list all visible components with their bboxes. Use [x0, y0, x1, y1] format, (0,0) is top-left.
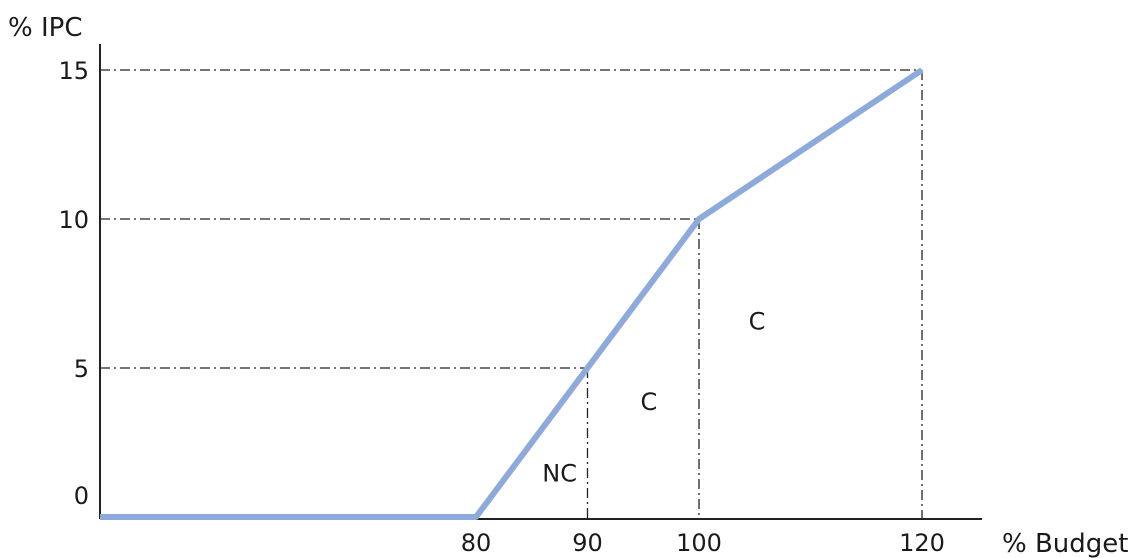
guide-lines	[100, 69, 923, 519]
tick-labels: 80 90 100 120 0 5 10 15	[58, 57, 944, 557]
y-tick-label-15: 15	[58, 57, 89, 85]
region-label-nc-1: NC	[542, 459, 577, 487]
y-tick-label-10: 10	[58, 206, 89, 234]
x-tick-label-100: 100	[676, 529, 722, 557]
y-tick-label-0: 0	[74, 482, 89, 510]
region-label-c-3: C	[749, 307, 766, 335]
y-tick-label-5: 5	[74, 355, 89, 383]
y-axis-label: % IPC	[8, 13, 82, 43]
series-line-1	[100, 67, 924, 520]
region-labels: NC C C	[542, 307, 765, 487]
x-tick-label-80: 80	[461, 529, 492, 557]
region-label-c-2: C	[640, 388, 657, 416]
x-tick-label-120: 120	[899, 529, 945, 557]
x-axis-label: % Budget	[1002, 529, 1128, 558]
series-layer	[100, 67, 924, 520]
x-tick-label-90: 90	[572, 529, 603, 557]
